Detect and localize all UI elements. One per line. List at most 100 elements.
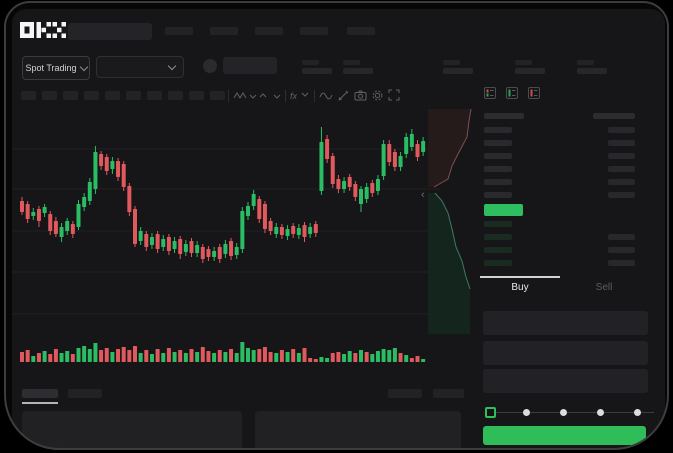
candle-body: [246, 206, 250, 216]
volume-bar: [144, 350, 149, 362]
volume-bar: [206, 351, 211, 362]
nav-item-placeholder[interactable]: [300, 27, 328, 35]
tab-sell[interactable]: Sell: [564, 282, 644, 293]
toolbar-divider: [228, 90, 229, 102]
settings-gear-icon[interactable]: [371, 89, 384, 102]
interval-button[interactable]: [147, 91, 162, 100]
candle-body: [404, 137, 409, 154]
stat-value-placeholder: [515, 68, 545, 74]
ask-price-placeholder[interactable]: [484, 179, 512, 185]
bottom-tab-history[interactable]: [68, 389, 102, 398]
nav-item-placeholder[interactable]: [210, 27, 238, 35]
stat-label-placeholder: [443, 60, 460, 65]
book-asks-only-icon[interactable]: [528, 87, 540, 99]
line-chart-icon[interactable]: [319, 89, 333, 102]
volume-bar: [330, 353, 335, 362]
depth-chart: [428, 109, 472, 334]
order-price-field[interactable]: [483, 311, 648, 335]
slider-stop[interactable]: [634, 409, 641, 416]
volume-bar: [268, 352, 273, 362]
depth-asks-area: [428, 109, 471, 187]
last-price-highlight[interactable]: [484, 204, 523, 216]
interval-button[interactable]: [42, 91, 57, 100]
interval-button[interactable]: [63, 91, 78, 100]
bid-price-placeholder[interactable]: [484, 234, 512, 240]
interval-button[interactable]: [189, 91, 204, 100]
candle-style-dropdown[interactable]: [233, 89, 257, 102]
ask-price-placeholder[interactable]: [484, 153, 512, 159]
stat-value-placeholder: [302, 68, 332, 74]
ask-amount-placeholder: [608, 192, 635, 198]
depth-bids-area: [428, 193, 470, 334]
volume-bar: [262, 347, 267, 362]
volume-bar: [257, 349, 262, 362]
collapse-book-handle[interactable]: ‹: [421, 189, 425, 201]
book-bids-only-icon[interactable]: [506, 87, 518, 99]
ask-price-placeholder[interactable]: [484, 127, 512, 133]
buy-submit-button[interactable]: [483, 426, 646, 445]
nav-item-placeholder[interactable]: [165, 27, 193, 35]
volume-bar: [36, 353, 41, 362]
fullscreen-icon[interactable]: [388, 89, 400, 101]
market-type-dropdown[interactable]: Spot Trading: [22, 56, 90, 80]
slider-stop[interactable]: [523, 409, 530, 416]
bottom-action-placeholder[interactable]: [388, 389, 422, 398]
ask-price-placeholder[interactable]: [484, 192, 512, 198]
indicators-dropdown[interactable]: fx: [290, 90, 310, 101]
candle-body: [415, 144, 420, 157]
interval-button[interactable]: [21, 91, 36, 100]
nav-item-placeholder[interactable]: [255, 27, 283, 35]
volume-bar: [25, 350, 30, 362]
candle-body: [31, 212, 36, 216]
candle-body: [133, 209, 137, 244]
stat-value-placeholder: [443, 68, 473, 74]
volume-bar: [133, 346, 137, 362]
interval-button[interactable]: [105, 91, 120, 100]
ask-price-placeholder[interactable]: [484, 140, 512, 146]
tab-buy[interactable]: Buy: [480, 282, 560, 293]
interval-button[interactable]: [126, 91, 141, 100]
volume-bar: [364, 352, 369, 362]
pair-selector-dropdown[interactable]: [96, 56, 184, 78]
candle-body: [274, 227, 279, 234]
candle-body: [302, 225, 307, 237]
candlestick-chart[interactable]: [12, 109, 440, 365]
candle-body: [325, 139, 330, 159]
okx-logo[interactable]: [20, 22, 66, 38]
candle-body: [257, 199, 262, 219]
draw-tools-icon[interactable]: [337, 89, 350, 102]
interval-button[interactable]: [84, 91, 99, 100]
bid-price-placeholder[interactable]: [484, 260, 512, 266]
depth-asks-line: [433, 109, 472, 188]
amount-slider-track[interactable]: [488, 412, 654, 413]
slider-stop[interactable]: [560, 409, 567, 416]
camera-icon[interactable]: [354, 89, 367, 102]
book-combined-icon[interactable]: [484, 87, 496, 99]
order-total-field[interactable]: [483, 369, 648, 393]
bottom-tab-open-orders[interactable]: [22, 389, 58, 398]
candle-body: [144, 234, 149, 247]
candle-body: [240, 211, 245, 249]
volume-bar: [195, 352, 200, 362]
nav-item-placeholder[interactable]: [347, 27, 375, 35]
ask-price-placeholder[interactable]: [484, 166, 512, 172]
compare-dropdown[interactable]: [259, 89, 281, 102]
interval-button[interactable]: [210, 91, 225, 100]
candle-body: [212, 251, 217, 257]
slider-stop[interactable]: [597, 409, 604, 416]
volume-bar: [325, 358, 330, 362]
order-amount-field[interactable]: [483, 341, 648, 365]
bottom-action-placeholder[interactable]: [433, 389, 464, 398]
slider-handle[interactable]: [485, 407, 496, 418]
ask-amount-placeholder: [608, 140, 635, 146]
volume-bar: [93, 343, 98, 362]
bottom-active-tab-underline: [22, 402, 58, 404]
bid-price-placeholder[interactable]: [484, 247, 512, 253]
candle-body: [138, 231, 143, 241]
nav-search-placeholder[interactable]: [68, 23, 152, 40]
volume-bar: [279, 350, 284, 362]
volume-bar: [166, 348, 171, 362]
interval-button[interactable]: [168, 91, 183, 100]
volume-bar: [127, 350, 132, 362]
bid-price-placeholder[interactable]: [484, 221, 512, 227]
